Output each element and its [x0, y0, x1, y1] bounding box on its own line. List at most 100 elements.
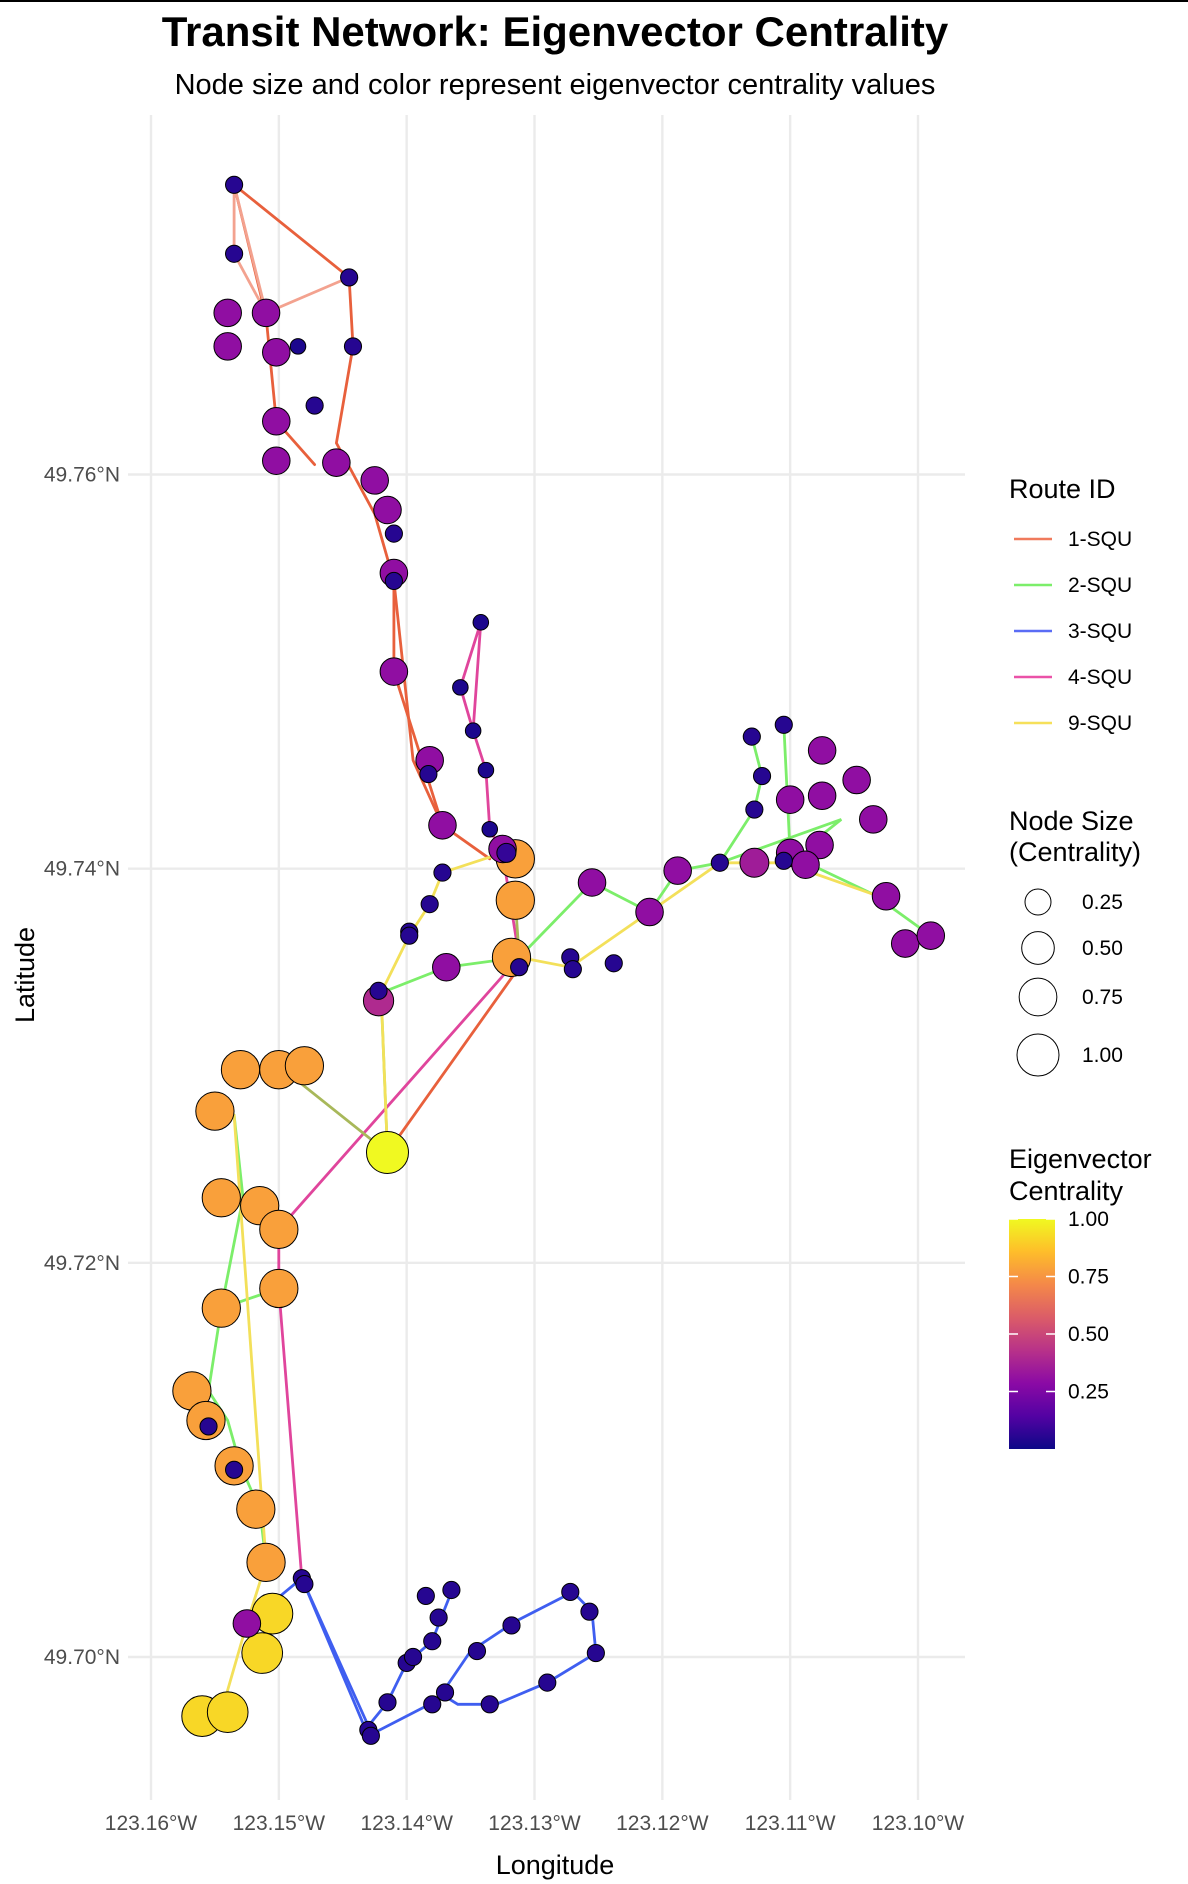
y-tick-label: 49.76°N — [44, 464, 120, 487]
route-edge-1-SQU-light — [232, 183, 351, 315]
color-legend-title-line2: Centrality — [1009, 1176, 1124, 1206]
stop-node — [577, 868, 607, 897]
color-legend: Eigenvector Centrality 1.00 0.75 0.50 0.25 — [1009, 1144, 1152, 1449]
stop-node — [201, 1288, 241, 1328]
route-legend-label: 2-SQU — [1068, 574, 1132, 597]
stop-node — [220, 1050, 261, 1090]
stop-node — [225, 1460, 244, 1479]
stop-node — [262, 407, 291, 436]
stop-node — [295, 1575, 314, 1594]
stop-node — [481, 820, 499, 838]
stop-node — [807, 736, 837, 765]
stop-nodes — [172, 175, 946, 1745]
stop-node — [774, 851, 793, 870]
color-bar-tick-label: 0.50 — [1068, 1323, 1109, 1346]
route-legend: Route ID 1-SQU 2-SQU 3-SQU 4-SQU 9-SQU — [1009, 474, 1132, 735]
stop-node — [232, 1609, 262, 1638]
stop-node — [858, 805, 888, 834]
size-legend-circle — [1018, 977, 1058, 1017]
stop-node — [262, 338, 291, 367]
stop-node — [467, 1642, 487, 1661]
color-bar-tick-label: 1.00 — [1068, 1208, 1109, 1231]
stop-node — [284, 1046, 325, 1086]
stop-node — [259, 1268, 299, 1309]
stop-node — [305, 396, 324, 415]
y-tick-label: 49.74°N — [44, 858, 120, 881]
stop-node — [842, 765, 871, 795]
stop-node — [586, 1643, 605, 1663]
stop-node — [563, 960, 582, 979]
x-tick-label: 123.14°W — [360, 1812, 453, 1835]
x-tick-label: 123.11°W — [745, 1812, 836, 1835]
stop-node — [384, 524, 403, 543]
stop-node — [199, 1417, 218, 1436]
x-axis-title: Longitude — [496, 1850, 615, 1880]
size-legend-entries: 0.25 0.50 0.75 1.00 — [1016, 888, 1123, 1077]
size-legend: Node Size (Centrality) 0.25 0.50 0.75 1.00 — [1009, 806, 1141, 1077]
stop-node — [871, 881, 901, 911]
stop-node — [259, 1209, 299, 1249]
route-legend-title: Route ID — [1009, 474, 1116, 504]
stop-node — [361, 1726, 380, 1745]
stop-node — [710, 853, 729, 872]
stop-node — [213, 332, 242, 361]
x-tick-label: 123.13°W — [488, 1812, 581, 1835]
stop-node — [890, 929, 920, 958]
size-legend-label: 1.00 — [1082, 1044, 1123, 1067]
x-tick-label: 123.15°W — [233, 1812, 326, 1835]
stop-node — [452, 679, 469, 696]
stop-node — [379, 657, 409, 686]
color-bar-tick-label: 0.25 — [1068, 1381, 1109, 1404]
stop-node — [805, 830, 834, 860]
route-legend-label: 4-SQU — [1068, 666, 1132, 689]
stop-node — [807, 781, 837, 811]
stop-node — [378, 1693, 397, 1712]
color-bar-ticks: 1.00 0.75 0.50 0.25 — [1009, 1208, 1109, 1404]
stop-node — [225, 175, 244, 194]
x-tick-label: 123.12°W — [616, 1812, 709, 1835]
stop-node — [289, 338, 307, 355]
stop-node — [225, 244, 244, 263]
stop-node — [502, 1616, 521, 1635]
color-bar-tick-label: 0.75 — [1068, 1266, 1109, 1289]
y-tick-label: 49.72°N — [44, 1252, 120, 1275]
stop-node — [775, 785, 805, 814]
route-edge-2-SQU — [782, 723, 933, 938]
size-legend-circle — [1024, 888, 1052, 916]
stop-node — [477, 761, 495, 779]
chart-subtitle: Node size and color represent eigenvecto… — [175, 69, 936, 101]
stop-node — [428, 811, 457, 840]
stop-node — [745, 800, 764, 819]
stop-node — [495, 880, 535, 920]
stop-node — [369, 981, 388, 1000]
y-axis-title: Latitude — [10, 927, 40, 1023]
stop-node — [510, 958, 529, 977]
size-legend-label: 0.25 — [1082, 891, 1123, 914]
stop-node — [496, 842, 517, 863]
stop-node — [322, 448, 351, 477]
stop-node — [739, 847, 770, 878]
stop-node — [663, 856, 692, 885]
stop-node — [206, 1691, 249, 1734]
stop-node — [246, 1542, 286, 1583]
stop-node — [791, 850, 820, 879]
stop-node — [236, 1489, 276, 1529]
stop-node — [429, 1608, 448, 1627]
stop-node — [213, 298, 242, 328]
stop-node — [343, 337, 363, 356]
stop-node — [580, 1602, 599, 1621]
stop-node — [538, 1673, 557, 1692]
y-axis-ticks: 49.70°N 49.72°N 49.74°N 49.76°N — [44, 464, 120, 1670]
route-edge-1-SQU — [232, 183, 492, 861]
size-legend-circle — [1016, 1033, 1060, 1077]
stop-node — [432, 952, 461, 982]
stop-node — [604, 954, 623, 973]
size-legend-label: 0.75 — [1082, 986, 1123, 1009]
stop-node — [916, 921, 946, 950]
stop-node — [774, 715, 793, 734]
stop-node — [201, 1178, 241, 1218]
stop-node — [423, 1695, 442, 1714]
stop-node — [251, 298, 281, 328]
route-legend-label: 3-SQU — [1068, 620, 1132, 643]
